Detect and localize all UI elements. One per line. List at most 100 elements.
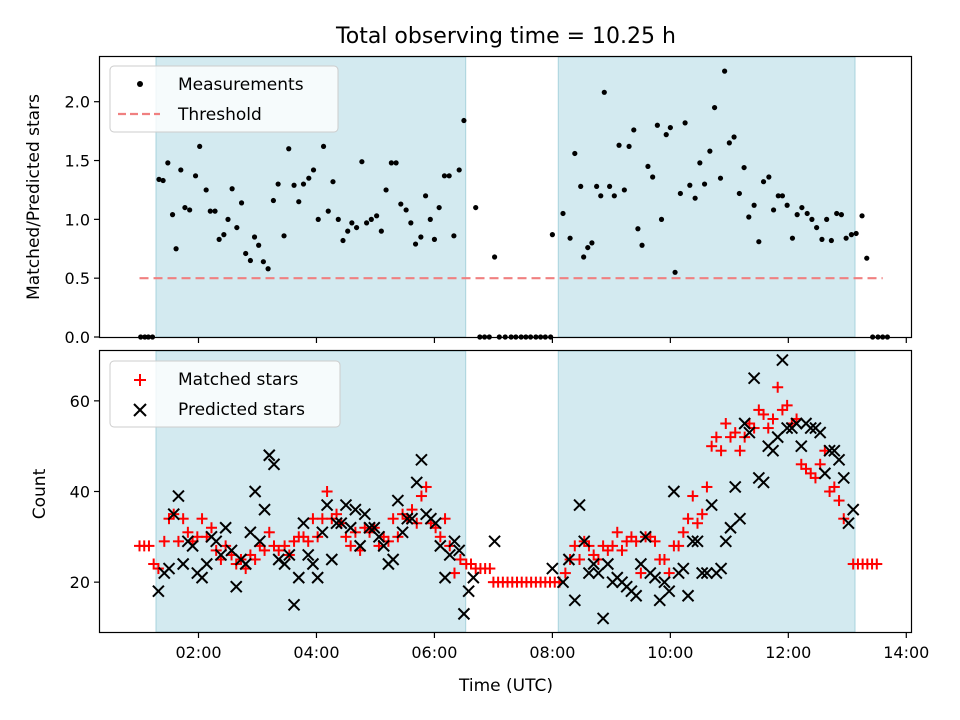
measurement-point bbox=[804, 210, 810, 217]
matched-star-point bbox=[833, 495, 845, 507]
predicted-star-point bbox=[596, 612, 610, 625]
measurement-point bbox=[275, 181, 281, 187]
matched-star-point bbox=[706, 440, 718, 452]
predicted-star-point bbox=[186, 539, 199, 553]
predicted-star-point bbox=[818, 467, 832, 480]
matched-star-point bbox=[434, 531, 446, 543]
predicted-star-point bbox=[278, 557, 291, 571]
bottom-xtick-label: 08:00 bbox=[529, 643, 575, 662]
measurement-point bbox=[809, 216, 815, 222]
measurement-point bbox=[789, 235, 796, 241]
measurement-point bbox=[256, 242, 262, 248]
measurement-point bbox=[363, 220, 370, 226]
measurement-point bbox=[398, 201, 404, 207]
matched-star-point bbox=[415, 490, 427, 502]
top-ytick-label: 1.0 bbox=[65, 210, 90, 229]
predicted-star-point bbox=[648, 571, 662, 584]
predicted-star-point bbox=[292, 571, 305, 584]
measurement-point bbox=[567, 235, 573, 241]
measurement-point bbox=[859, 213, 865, 219]
predicted-star-point bbox=[339, 498, 353, 512]
measurement-point bbox=[393, 160, 399, 166]
bottom-xtick-label: 06:00 bbox=[411, 643, 457, 662]
matched-star-point bbox=[607, 540, 619, 552]
top-ytick-label: 0.5 bbox=[65, 269, 90, 288]
predicted-star-point bbox=[391, 494, 405, 507]
measurement-point bbox=[306, 175, 312, 181]
predicted-star-point bbox=[283, 548, 296, 562]
top-legend-box bbox=[109, 65, 339, 133]
predicted-star-point bbox=[705, 498, 718, 512]
predicted-star-point bbox=[363, 521, 376, 534]
predicted-star-point bbox=[823, 444, 836, 457]
measurement-point bbox=[403, 207, 409, 213]
predicted-star-point bbox=[219, 521, 232, 534]
predicted-star-point bbox=[396, 526, 409, 539]
predicted-star-point bbox=[253, 535, 267, 548]
measurement-point bbox=[296, 199, 302, 205]
measurement-point bbox=[741, 164, 747, 171]
matched-star-point bbox=[682, 513, 694, 525]
predicted-star-point bbox=[405, 512, 419, 525]
measurement-point bbox=[799, 204, 805, 211]
measurement-point bbox=[760, 179, 767, 185]
measurement-point bbox=[601, 89, 607, 95]
chart-title: Total observing time = 10.25 h bbox=[335, 24, 676, 49]
top-axes: 0.0 0.5 1.0 1.5 2.0 bbox=[65, 93, 907, 347]
measurement-point bbox=[687, 182, 693, 188]
predicted-star-point bbox=[358, 507, 372, 521]
measurement-point bbox=[621, 187, 627, 193]
measurement-point bbox=[824, 216, 830, 222]
predicted-star-point bbox=[452, 544, 466, 557]
measurement-point bbox=[247, 257, 254, 264]
measurement-point bbox=[864, 255, 870, 261]
top-ytick-label: 1.5 bbox=[65, 152, 90, 171]
measurement-point bbox=[286, 146, 292, 152]
predicted-star-point bbox=[344, 521, 357, 534]
measurement-point bbox=[717, 175, 724, 181]
measurement-point bbox=[589, 240, 595, 246]
measurement-point bbox=[325, 208, 331, 214]
matched-star-point bbox=[611, 526, 623, 538]
predicted-star-point bbox=[330, 517, 343, 530]
matched-star-point bbox=[701, 481, 713, 493]
measurement-point bbox=[626, 143, 632, 150]
predicted-star-point bbox=[691, 535, 704, 548]
predicted-star-point bbox=[795, 439, 808, 453]
bottom-panel: 20 40 60 02:00 04:00 06:00 08:00 10:00 12:00 14:0… bbox=[30, 349, 929, 696]
matched-star-point bbox=[729, 427, 741, 439]
measurement-point bbox=[658, 216, 665, 222]
measurement-point bbox=[335, 216, 341, 222]
predicted-star-point bbox=[267, 458, 281, 471]
predicted-star-point bbox=[658, 575, 671, 589]
predicted-star-point bbox=[667, 485, 681, 498]
matched-stars-points bbox=[134, 381, 883, 588]
predicted-star-point bbox=[562, 553, 576, 566]
measurement-point bbox=[616, 142, 622, 148]
measurement-point bbox=[353, 224, 360, 231]
predicted-star-point bbox=[681, 589, 695, 602]
measurement-point bbox=[722, 68, 728, 74]
legend-label-predicted: Predicted stars bbox=[178, 400, 305, 420]
legend-label-threshold: Threshold bbox=[177, 105, 262, 125]
predicted-star-point bbox=[677, 562, 690, 575]
shaded-interval-2 bbox=[557, 56, 856, 338]
measurement-point bbox=[436, 204, 442, 211]
measurement-point bbox=[770, 207, 777, 213]
predicted-star-point bbox=[813, 426, 827, 439]
bottom-xtick-label: 10:00 bbox=[647, 643, 693, 662]
predicted-star-point bbox=[209, 535, 223, 548]
predicted-star-point bbox=[546, 562, 559, 575]
predicted-star-point bbox=[629, 589, 643, 602]
predicted-star-point bbox=[410, 476, 423, 489]
measurement-point bbox=[461, 117, 467, 124]
measurement-point bbox=[187, 207, 193, 213]
measurement-point bbox=[165, 160, 171, 166]
measurement-point bbox=[707, 148, 713, 154]
top-ytick-label: 2.0 bbox=[65, 93, 90, 112]
measurement-point bbox=[265, 266, 271, 272]
matched-star-point bbox=[484, 563, 496, 575]
matched-star-point bbox=[715, 445, 727, 457]
measurement-point bbox=[225, 216, 231, 222]
measurement-point bbox=[756, 239, 762, 245]
